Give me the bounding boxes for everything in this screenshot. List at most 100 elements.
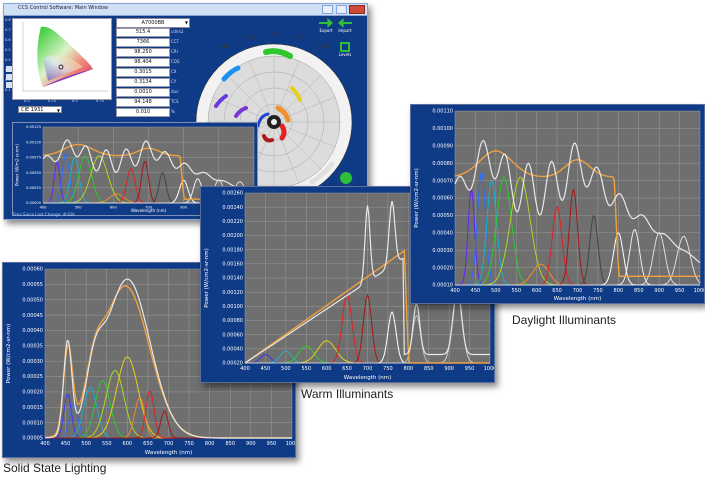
led-channel-violet: [214, 94, 228, 108]
reading-row: 98.404 CQS: [116, 58, 194, 67]
measured-spectrum-line: [454, 139, 701, 264]
reading-unit: TCS: [171, 99, 179, 104]
reading-row: 7366 CCT: [116, 38, 194, 47]
y-tick-label: 0.00100: [26, 140, 42, 144]
reading-unit: %: [171, 109, 175, 114]
x-tick-label: 750: [184, 441, 194, 447]
x-tick-label: 600: [110, 206, 118, 210]
main-window: CCS Control Software: Main Window: [3, 3, 368, 220]
levels-button[interactable]: Levels: [337, 42, 353, 60]
x-tick-label: 650: [342, 366, 352, 372]
y-tick-label: 0.00005: [22, 436, 43, 442]
y-axis-label: Power (W/m2-sr-nm): [15, 144, 20, 186]
zoom-out-button[interactable]: [6, 74, 12, 80]
export-label: Export: [319, 28, 333, 33]
polar-label: 940: [219, 44, 229, 50]
x-axis-label: Wavelength (nm): [344, 375, 392, 381]
y-tick-label: 0.00080: [432, 161, 453, 167]
export-button[interactable]: Export: [318, 18, 334, 36]
cie-tick-y: 0.4: [5, 58, 11, 62]
y-tick-label: 0.00260: [222, 191, 243, 197]
settings-gear-icon[interactable]: [338, 170, 354, 186]
cie-diagram[interactable]: [12, 18, 112, 100]
led-channel-blue: [221, 65, 241, 82]
chevron-down-icon: ▼: [184, 20, 188, 25]
cie-tick-y: 0.7: [5, 28, 11, 32]
led-channel-blue-2: [256, 112, 270, 128]
y-tick-label: 0.00000: [26, 201, 42, 205]
export-icon: [319, 18, 333, 28]
x-axis-label: Wavelength (nm): [554, 296, 602, 302]
y-tick-label: 0.00010: [432, 283, 453, 289]
x-tick-label: 900: [246, 441, 256, 447]
chromaticity-marker: [58, 64, 64, 70]
y-tick-label: 0.00180: [222, 247, 243, 253]
x-tick-label: 950: [675, 288, 685, 294]
y-tick-label: 0.00060: [22, 267, 43, 273]
cie-tick-y: 0.2: [5, 78, 11, 82]
y-tick-label: 0.00020: [432, 265, 453, 271]
x-tick-label: 400: [40, 206, 48, 210]
reading-value: 98.250: [116, 48, 170, 57]
levels-icon: [340, 42, 350, 52]
x-tick-label: 550: [102, 441, 112, 447]
x-tick-label: 800: [205, 441, 215, 447]
y-tick-label: 0.00035: [22, 343, 43, 349]
measured-spectrum-line: [44, 278, 292, 439]
polar-label: 2108: [318, 44, 331, 50]
x-tick-label: 600: [123, 441, 133, 447]
window-title: CCS Control Software: Main Window: [18, 5, 108, 11]
x-axis-label: Wavelength (nm): [145, 450, 193, 456]
zoom-in-button[interactable]: [6, 66, 12, 72]
spectrum-channel-line: [455, 235, 701, 286]
spectrum-panel-daylight: 400 450 500 550 600 650 700 750 800 850 900 950 100 0…: [410, 104, 705, 304]
pan-button[interactable]: [6, 82, 12, 88]
chevron-down-icon: ▼: [56, 108, 60, 113]
cie-tick-x: 0.5: [72, 99, 78, 103]
device-dropdown[interactable]: A7000BB ▼: [116, 18, 190, 28]
y-tick-label: 0.00020: [222, 361, 243, 367]
reading-unit: CCT: [171, 39, 180, 44]
led-channel-yellow: [290, 86, 302, 102]
import-button[interactable]: Import: [337, 18, 353, 36]
minimize-button[interactable]: [322, 5, 333, 14]
reading-row: 515.4 cd/m2: [116, 28, 194, 37]
y-tick-label: 0.00110: [432, 109, 453, 115]
reading-value: 98.404: [116, 58, 170, 67]
measured-spectrum-line: [244, 200, 490, 364]
x-tick-label: 650: [552, 288, 562, 294]
x-tick-label: 500: [75, 206, 83, 210]
close-button[interactable]: [349, 5, 365, 14]
caption-daylight: Daylight Illuminants: [512, 313, 617, 327]
caption-solid-state: Solid State Lighting: [3, 461, 107, 475]
polar-label: 1524: [268, 32, 281, 38]
polar-label: 1816: [292, 35, 305, 41]
reading-value: 7366: [116, 38, 170, 47]
x-tick-label: 500: [491, 288, 501, 294]
cie-dropdown-value: CIE 1931: [21, 107, 44, 113]
y-tick-label: 0.00045: [22, 313, 43, 319]
x-tick-label: 400: [40, 441, 50, 447]
reading-value: 515.4: [116, 28, 170, 37]
y-axis-label: Power (W/cm2-sr-nm): [204, 248, 210, 307]
x-tick-label: 850: [424, 366, 434, 372]
y-tick-label: 0.00120: [222, 290, 243, 296]
x-tick-label: 550: [301, 366, 311, 372]
y-tick-label: 0.00090: [432, 143, 453, 149]
y-tick-label: 0.00200: [222, 233, 243, 239]
reading-value: 94.148: [116, 98, 170, 107]
maximize-button[interactable]: [336, 5, 347, 14]
master-intensity-slider: [309, 161, 335, 185]
reading-unit: CY: [171, 79, 177, 84]
x-tick-label: 700: [164, 441, 174, 447]
cie-dropdown[interactable]: CIE 1931 ▼: [18, 106, 62, 113]
reading-row: 94.148 TCS: [116, 98, 194, 107]
x-axis-label: Wavelength (nm): [131, 208, 167, 213]
cie-tick-y: 0.8: [5, 18, 11, 22]
x-tick-label: 400: [450, 288, 460, 294]
x-tick-label: 400: [240, 366, 250, 372]
y-tick-label: 0.00100: [432, 126, 453, 132]
